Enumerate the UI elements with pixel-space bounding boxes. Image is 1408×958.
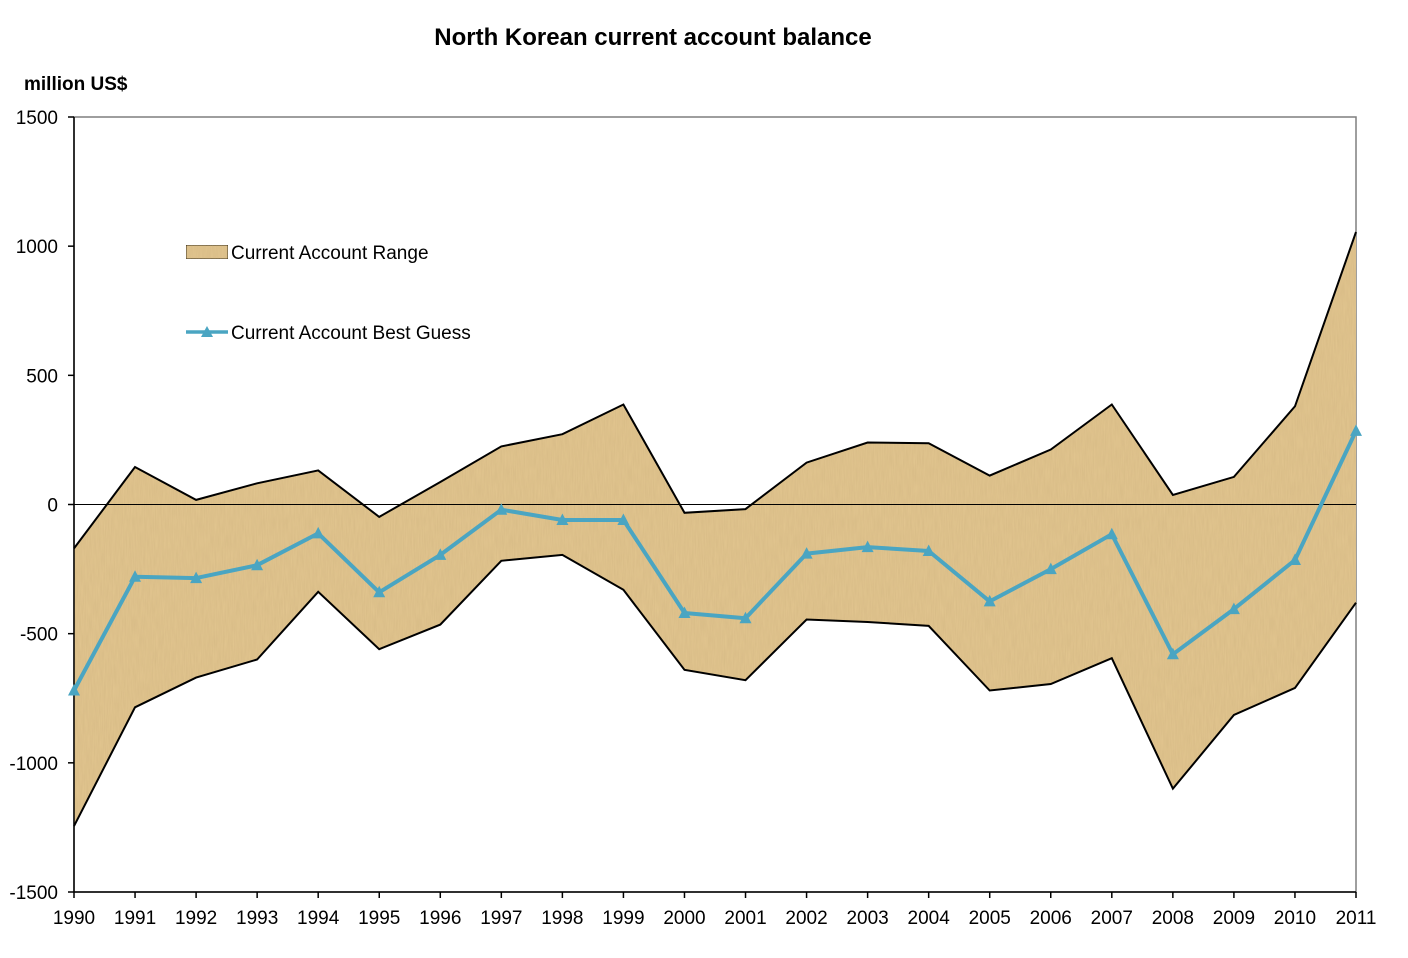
best-guess-point bbox=[1105, 527, 1118, 540]
legend-label-best-guess: Current Account Best Guess bbox=[231, 323, 471, 344]
x-tick-label: 1992 bbox=[175, 908, 217, 929]
best-guess-point bbox=[556, 513, 569, 525]
y-tick-label: -500 bbox=[20, 625, 58, 646]
x-tick-label: 1990 bbox=[53, 908, 95, 929]
best-guess-line bbox=[72, 430, 1358, 692]
legend: Current Account Range Current Account Be… bbox=[185, 243, 471, 344]
x-tick-label: 1999 bbox=[602, 908, 644, 929]
x-tick-label: 1998 bbox=[541, 908, 583, 929]
axes-layer: 1500 1000 500 0 -500 -1000 -1500 1990 1991 1992 19… bbox=[9, 108, 1376, 929]
best-guess-point bbox=[1289, 553, 1301, 565]
best-guess-point bbox=[739, 611, 752, 624]
legend-swatch-range bbox=[185, 244, 229, 260]
y-tick-label: 500 bbox=[26, 366, 58, 387]
best-guess-point bbox=[1044, 562, 1057, 575]
range-area-layer bbox=[73, 231, 1357, 827]
best-guess-point bbox=[190, 571, 203, 584]
best-guess-point bbox=[983, 594, 996, 607]
x-tick-label: 1997 bbox=[480, 908, 522, 929]
best-guess-point bbox=[1350, 424, 1362, 436]
best-guess-point bbox=[373, 585, 386, 598]
best-guess-point bbox=[678, 606, 691, 618]
best-guess-point bbox=[312, 526, 325, 539]
best-guess-point bbox=[1227, 602, 1240, 615]
x-tick-label: 2011 bbox=[1336, 908, 1377, 929]
x-tick-label: 1991 bbox=[114, 908, 156, 929]
x-tick-label: 2005 bbox=[969, 908, 1011, 929]
best-guess-point bbox=[800, 547, 813, 559]
x-tick-label: 2004 bbox=[908, 908, 951, 929]
best-guess-point bbox=[617, 513, 630, 525]
x-tick-label: 2000 bbox=[663, 908, 705, 929]
chart-title: North Korean current account balance bbox=[434, 24, 871, 51]
y-tick-label: 0 bbox=[47, 496, 58, 517]
best-guess-point bbox=[1166, 647, 1179, 660]
x-tick-label: 2006 bbox=[1030, 908, 1072, 929]
best-guess-point bbox=[495, 503, 508, 515]
best-guess-point bbox=[129, 570, 141, 582]
legend-swatch-marker bbox=[201, 326, 213, 337]
x-tick-label: 2001 bbox=[724, 908, 766, 929]
best-guess-point bbox=[251, 558, 264, 571]
x-tick-label: 2002 bbox=[785, 908, 827, 929]
range-upper-edge bbox=[73, 231, 1357, 549]
best-guess-point bbox=[922, 544, 935, 556]
y-tick-label: -1000 bbox=[9, 754, 58, 775]
best-guess-line-layer bbox=[68, 424, 1362, 696]
y-tick-label: 1500 bbox=[16, 108, 58, 129]
x-tick-label: 2008 bbox=[1152, 908, 1194, 929]
x-tick-label: 2003 bbox=[846, 908, 888, 929]
x-tick-label: 1993 bbox=[236, 908, 278, 929]
x-tick-label: 2009 bbox=[1213, 908, 1255, 929]
x-tick-label: 1996 bbox=[419, 908, 461, 929]
y-axis-unit-label: million US$ bbox=[24, 74, 128, 95]
x-tick-label: 1995 bbox=[358, 908, 400, 929]
x-tick-label: 2007 bbox=[1091, 908, 1133, 929]
y-tick-label: -1500 bbox=[9, 883, 58, 904]
best-guess-point bbox=[68, 684, 80, 696]
x-tick-label: 1994 bbox=[297, 908, 340, 929]
best-guess-point bbox=[434, 548, 447, 560]
range-lower-edge bbox=[73, 553, 1357, 827]
legend-label-range: Current Account Range bbox=[231, 243, 429, 264]
best-guess-point bbox=[861, 540, 874, 553]
y-tick-label: 1000 bbox=[16, 237, 58, 258]
x-tick-label: 2010 bbox=[1274, 908, 1316, 929]
range-area bbox=[74, 232, 1356, 827]
